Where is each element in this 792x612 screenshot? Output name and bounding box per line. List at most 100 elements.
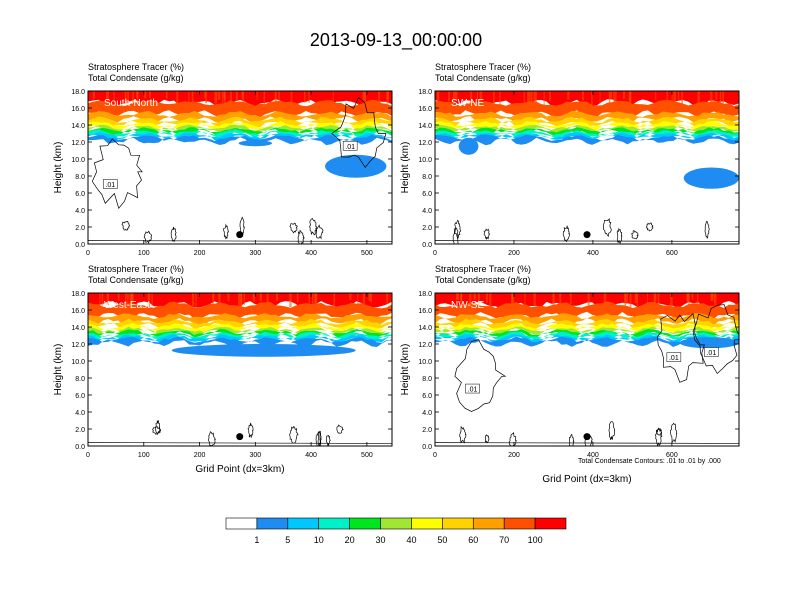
- y-axis-label: Height (km): [53, 344, 64, 396]
- colorbar-label: 1: [254, 535, 259, 545]
- panel-tag: SW-NE: [451, 98, 484, 109]
- y-tick-label: 14.0: [418, 123, 432, 130]
- surface-contour: [435, 240, 739, 242]
- x-tick-label: 300: [249, 452, 261, 459]
- x-tick-label: 300: [249, 250, 261, 257]
- x-tick-label: 200: [508, 452, 520, 459]
- colorbar-label: 100: [528, 535, 543, 545]
- condensate-contour-small: [670, 422, 678, 444]
- tracer-band-5: [435, 326, 739, 336]
- colorbar-swatch: [442, 517, 474, 530]
- panel-field-label: Total Condensate (g/kg): [435, 73, 531, 83]
- y-tick-label: 4.0: [75, 208, 85, 215]
- condensate-contour-large: [657, 312, 705, 383]
- y-tick-label: 18.0: [418, 89, 432, 96]
- plot-border: [434, 292, 740, 447]
- panel-nw-se: .01 .01 .01 NW-SE 0.0 2.0 4.0 6.0 8.0 10.0 12.0 14.…: [400, 264, 740, 485]
- panel-south-north: .01 .01 South-North 0.0 2.0 4.0 6.0 8.0 10.0 12.0…: [53, 62, 393, 257]
- x-tick-label: 600: [666, 452, 678, 459]
- plot-border: [87, 90, 393, 245]
- x-tick-label: 0: [433, 250, 437, 257]
- condensate-contour-small: [483, 228, 491, 241]
- y-tick-label: 14.0: [71, 325, 85, 332]
- x-axis-label: Grid Point (dx=3km): [195, 464, 284, 475]
- contour-label: .01: [105, 182, 115, 189]
- condensate-contour-small: [289, 425, 299, 444]
- colorbar-label: 40: [406, 535, 416, 545]
- colorbar-label: 5: [285, 535, 290, 545]
- y-tick-label: 18.0: [418, 291, 432, 298]
- y-tick-label: 12.0: [71, 342, 85, 349]
- condensate-contour-small: [297, 229, 305, 244]
- condensate-contour-small: [655, 427, 663, 446]
- tracer-band-1: [435, 301, 739, 320]
- y-tick-label: 14.0: [71, 123, 85, 130]
- location-marker: [236, 231, 244, 239]
- surface-contour: [435, 442, 739, 444]
- y-tick-label: 8.0: [422, 174, 432, 181]
- tracer-patch: [683, 167, 739, 189]
- y-tick-label: 6.0: [422, 393, 432, 400]
- location-marker: [236, 433, 244, 441]
- contour-label-box: [704, 347, 719, 357]
- y-tick-label: 2.0: [75, 225, 85, 232]
- contour-label-box: [465, 383, 480, 394]
- condensate-contour-small: [315, 432, 321, 446]
- condensate-contour-small: [459, 425, 467, 444]
- condensate-contour-large: [454, 339, 507, 412]
- colorbar-label: 20: [345, 535, 355, 545]
- y-tick-label: 6.0: [75, 191, 85, 198]
- y-tick-label: 8.0: [422, 376, 432, 383]
- condensate-contour-small: [584, 433, 593, 446]
- y-tick-label: 2.0: [422, 427, 432, 434]
- tracer-patch: [458, 137, 479, 155]
- condensate-contour-small: [315, 224, 324, 240]
- x-tick-label: 400: [587, 452, 599, 459]
- panel-tag: South-North: [104, 98, 158, 109]
- x-tick-label: 400: [305, 452, 317, 459]
- y-tick-label: 10.0: [71, 359, 85, 366]
- panel-field-label: Total Condensate (g/kg): [88, 275, 184, 285]
- colorbar-label: 60: [468, 535, 478, 545]
- panel-field-label: Stratosphere Tracer (%): [435, 264, 531, 274]
- contour-label: .01: [345, 144, 355, 151]
- colorbar-swatch: [225, 517, 258, 530]
- y-tick-label: 16.0: [418, 106, 432, 113]
- condensate-contour-small: [143, 230, 152, 244]
- y-tick-label: 12.0: [418, 342, 432, 349]
- x-tick-label: 100: [138, 452, 150, 459]
- condensate-contour-small: [646, 222, 654, 232]
- condensate-contour-small: [704, 220, 710, 239]
- colorbar-swatch: [287, 517, 320, 530]
- y-tick-label: 18.0: [71, 291, 85, 298]
- panel-field-label: Total Condensate (g/kg): [88, 73, 184, 83]
- y-tick-label: 12.0: [418, 140, 432, 147]
- y-tick-label: 16.0: [71, 106, 85, 113]
- x-axis-label: Grid Point (dx=3km): [542, 474, 631, 485]
- colorbar-swatch: [411, 517, 443, 530]
- condensate-contour-large: [91, 138, 143, 210]
- tracer-band-9: [88, 134, 392, 146]
- contour-label-box: [342, 141, 358, 151]
- y-tick-label: 16.0: [71, 308, 85, 315]
- condensate-contour-small: [484, 434, 490, 444]
- y-tick-label: 2.0: [422, 225, 432, 232]
- condensate-contour-small: [603, 218, 612, 237]
- contour-label: .01: [669, 355, 679, 362]
- plot-border: [87, 292, 393, 447]
- y-tick-label: 6.0: [75, 393, 85, 400]
- condensate-contour-small: [454, 219, 462, 239]
- y-tick-label: 4.0: [422, 208, 432, 215]
- colorbar-label: 30: [376, 535, 386, 545]
- x-tick-label: 400: [305, 250, 317, 257]
- colorbar-swatch: [380, 517, 412, 530]
- tracer-band-2: [88, 313, 392, 326]
- condensate-contour-small: [336, 424, 345, 434]
- condensate-contour-large: [331, 96, 387, 168]
- y-tick-label: 6.0: [422, 191, 432, 198]
- x-tick-label: 100: [138, 250, 150, 257]
- x-tick-label: 400: [587, 250, 599, 257]
- surface-contour: [88, 442, 392, 444]
- tracer-band-9: [88, 336, 392, 347]
- condensate-contour-small: [309, 217, 318, 236]
